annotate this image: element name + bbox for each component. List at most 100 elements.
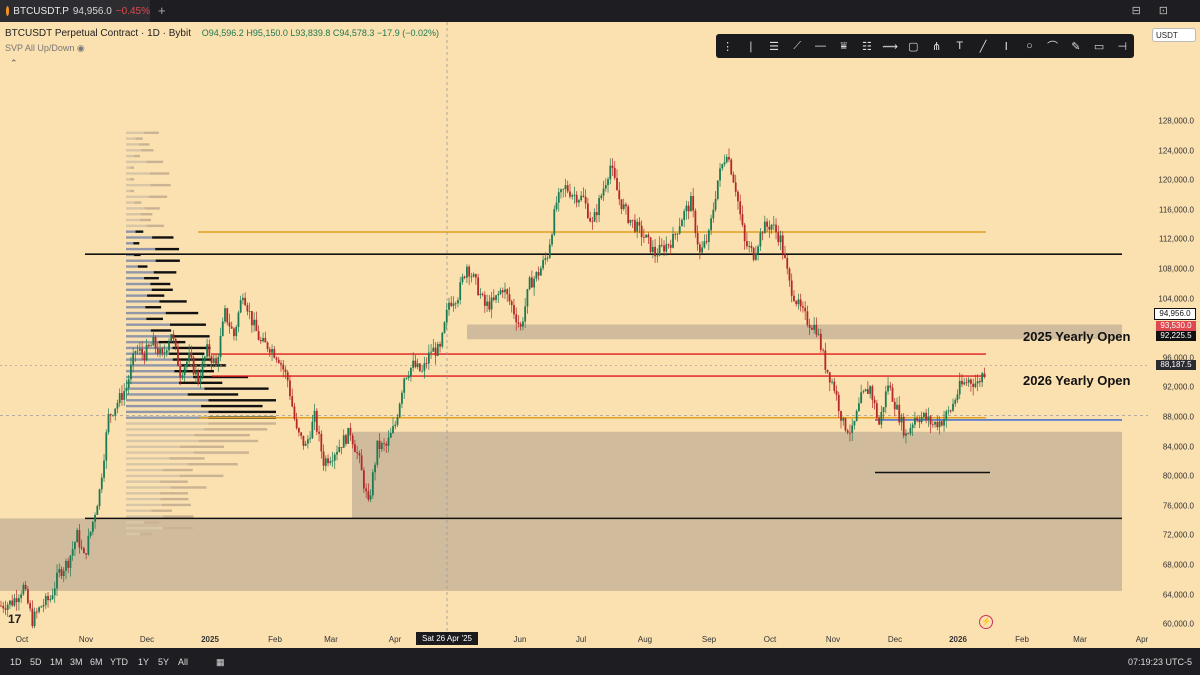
candle-body xyxy=(474,274,477,278)
callout-icon[interactable]: ▭ xyxy=(1093,40,1105,53)
volume-profile-bar-down xyxy=(145,306,162,309)
brush-icon[interactable]: ✎ xyxy=(1071,40,1081,53)
candle-body xyxy=(929,416,932,425)
volume-profile-bar-up xyxy=(126,463,188,466)
timeframe-button-5d[interactable]: 5D xyxy=(30,657,42,667)
candle-body xyxy=(911,424,914,428)
volume-profile-bar-down xyxy=(193,451,249,454)
eye-icon[interactable]: ◉ xyxy=(76,43,85,53)
timeframe-button-1y[interactable]: 1Y xyxy=(138,657,150,667)
drag-icon[interactable]: ⋮ xyxy=(722,40,734,53)
candle-body xyxy=(766,221,768,227)
candle-body xyxy=(457,299,459,304)
volume-profile-bar-up xyxy=(126,265,138,268)
candle-body xyxy=(452,303,455,306)
candle-body xyxy=(546,257,549,259)
timeframe-button-5y[interactable]: 5Y xyxy=(158,657,170,667)
lightning-icon[interactable]: ⚡ xyxy=(979,615,993,629)
candle-body xyxy=(277,359,280,363)
volume-profile-bar-down xyxy=(181,364,227,367)
ray-icon[interactable]: — xyxy=(814,40,826,52)
volume-profile-bar-up xyxy=(126,236,153,239)
path-icon[interactable]: ⟿ xyxy=(882,40,899,53)
volume-profile-bar-up xyxy=(126,329,151,332)
candle-body xyxy=(701,247,704,253)
candle-body xyxy=(302,435,305,446)
annotation-2026-yearly-open[interactable]: 2026 Yearly Open xyxy=(1023,373,1131,388)
symbol-title[interactable]: BTCUSDT Perpetual Contract · 1D · Bybit xyxy=(5,28,191,39)
time-axis[interactable]: Oct Nov Dec 2025 Feb Mar Apr Jun Jul Aug Sep Oct Nov… xyxy=(0,632,1148,648)
candle-body xyxy=(336,451,338,455)
new-tab-button[interactable]: + xyxy=(158,3,166,18)
candle-body xyxy=(795,301,798,305)
candle-body xyxy=(607,179,609,185)
trend-line-icon[interactable]: ⟋ xyxy=(793,39,802,52)
candle-body xyxy=(875,403,878,418)
annotation-2025-yearly-open[interactable]: 2025 Yearly Open xyxy=(1023,329,1131,344)
line-icon[interactable]: ╱ xyxy=(979,40,987,53)
measure-icon[interactable]: Ⅰ xyxy=(1004,40,1008,53)
chart-tab[interactable]: BTCUSDT.P 94,956.0 −0.45% xyxy=(0,0,150,22)
time-tick-label: Nov xyxy=(78,635,94,644)
indicator-legend[interactable]: SVP All Up/Down ◉ xyxy=(5,43,85,54)
volume-profile-bar-up xyxy=(126,375,194,379)
price-tick-label: 76,000.0 xyxy=(1162,501,1194,511)
candle-body xyxy=(719,168,721,181)
volume-profile-bar-down xyxy=(163,526,194,530)
candle-body xyxy=(192,357,195,375)
horizontal-line-icon[interactable]: ∣ xyxy=(748,40,754,53)
parallel-channel-icon[interactable]: ⩸ xyxy=(840,39,848,52)
fib-icon[interactable]: ☰ xyxy=(769,40,779,53)
clock[interactable]: 07:19:23 UTC-5 xyxy=(1127,657,1192,667)
candle-body xyxy=(136,350,139,352)
collapse-legend-icon[interactable]: ⌃ xyxy=(10,58,18,68)
candle-body xyxy=(425,363,428,365)
candle-body xyxy=(42,605,45,607)
arc-icon[interactable]: ⌒ xyxy=(1047,41,1059,53)
window-controls[interactable]: ⊟⊡ xyxy=(1131,5,1186,17)
pitchfork-icon[interactable]: ⋔ xyxy=(931,40,942,53)
volume-profile-bar-up xyxy=(126,346,173,350)
more-icon[interactable]: ⊣ xyxy=(1117,40,1128,53)
volume-profile-bar-down xyxy=(155,259,180,262)
volume-profile-bar-up xyxy=(126,370,175,373)
candle-body xyxy=(445,309,448,323)
candle-body xyxy=(282,364,285,370)
timeframe-button-all[interactable]: All xyxy=(178,657,189,667)
candle-body xyxy=(483,294,486,306)
candle-body xyxy=(557,192,560,203)
candle-body xyxy=(685,205,688,212)
circle-icon[interactable]: ○ xyxy=(1026,40,1033,52)
candle-body xyxy=(4,608,7,610)
candle-body xyxy=(248,311,251,312)
volume-profile-bar-up xyxy=(126,335,172,338)
candle-body xyxy=(526,289,529,307)
candle-body xyxy=(31,608,34,627)
timeframe-button-6m[interactable]: 6M xyxy=(90,657,103,667)
candle-body xyxy=(304,443,307,446)
price-chart[interactable] xyxy=(0,22,1148,648)
timeframe-button-ytd[interactable]: YTD xyxy=(110,657,128,667)
text-icon[interactable]: T xyxy=(956,40,964,52)
candle-body xyxy=(497,293,500,296)
candle-body xyxy=(203,356,206,362)
price-label: 94,956.0 xyxy=(1154,308,1196,320)
candle-body xyxy=(454,303,457,305)
date-range-icon[interactable]: ▦ xyxy=(216,657,225,667)
candle-body xyxy=(618,190,621,200)
candle-body xyxy=(459,282,462,300)
candle-body xyxy=(427,352,430,364)
volume-profile-bar-up xyxy=(126,474,180,478)
candle-body xyxy=(690,195,692,212)
price-axis[interactable]: 128,000.0 124,000.0 120,000.0 116,000.0 112,… xyxy=(1148,22,1200,658)
volume-profile-bar-down xyxy=(141,149,154,152)
timeframe-button-1m[interactable]: 1M xyxy=(50,657,63,667)
regression-icon[interactable]: ☷ xyxy=(861,40,872,53)
volume-profile-bar-down xyxy=(135,230,144,233)
currency-select[interactable]: USDT xyxy=(1152,28,1196,42)
timeframe-button-3m[interactable]: 3M xyxy=(70,657,83,667)
candle-body xyxy=(853,420,856,426)
candle-body xyxy=(421,370,424,372)
timeframe-button-1d[interactable]: 1D xyxy=(10,657,22,667)
rectangle-icon[interactable]: ▢ xyxy=(908,40,919,53)
